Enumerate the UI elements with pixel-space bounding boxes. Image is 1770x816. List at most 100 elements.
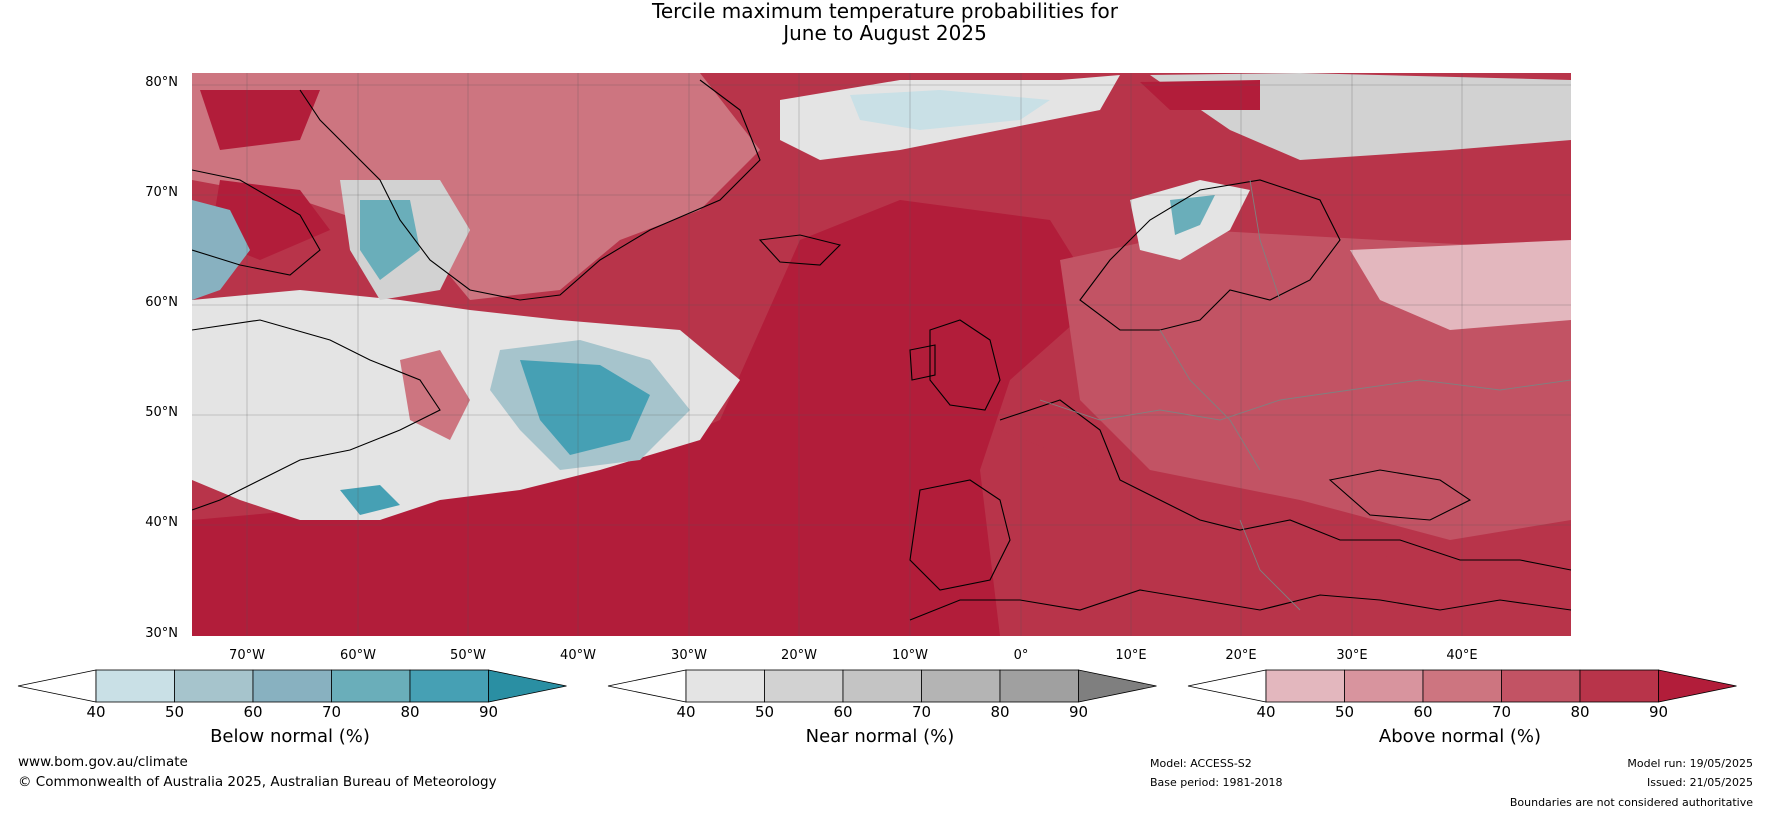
legend-title-above: Above normal (%) [1378, 726, 1542, 747]
lat-label-30n: 30°N [145, 626, 178, 641]
field-below-svalbard [850, 90, 1050, 130]
colorbar-below-segment [331, 669, 411, 703]
border-central-europe [1039, 379, 1571, 421]
coast-iceland [758, 234, 842, 266]
lon-label-40w: 40°W [560, 648, 596, 663]
border-east-europe [1159, 329, 1261, 471]
legend-title-below: Below normal (%) [210, 726, 370, 747]
lon-label-30e: 30°E [1336, 648, 1368, 663]
colorbar-near-segment [842, 669, 922, 703]
colorbar-near-min-arrow [607, 669, 687, 703]
colorbar-near-segment [764, 669, 844, 703]
footer-disclaimer: Boundaries are not considered authoritat… [1509, 796, 1753, 809]
coast-iberia [909, 479, 1011, 591]
field-core-atlantic [192, 200, 1100, 636]
lat-label-50n: 50°N [145, 405, 178, 420]
lon-label-50w: 50°W [450, 648, 486, 663]
field-mediterranean [1000, 430, 1571, 636]
colorbar-below-max-arrow [488, 669, 567, 703]
colorbar-above-tick-label: 40 [1256, 703, 1276, 721]
border-balkans [1239, 519, 1301, 611]
field-below-hudson [192, 200, 250, 300]
coast-scandinavia [1079, 179, 1341, 331]
colorbar-near-segment [921, 669, 1001, 703]
colorbar-above-segment [1422, 669, 1502, 703]
field-below-baffin [360, 200, 420, 280]
colorbar-near [607, 669, 1157, 703]
lon-label-0: 0° [1013, 648, 1029, 663]
colorbar-above-segment [1265, 669, 1345, 703]
colorbar-below-min-arrow [17, 669, 97, 703]
colorbar-above-tick-label: 80 [1570, 703, 1590, 721]
lon-label-10w: 10°W [892, 648, 928, 663]
lon-label-70w: 70°W [229, 648, 265, 663]
coastlines [192, 79, 1571, 621]
coast-north-africa [909, 589, 1571, 621]
field-below-nova-scotia [340, 485, 400, 515]
lon-label-20w: 20°W [781, 648, 817, 663]
coast-baffin [192, 169, 321, 276]
colorbar-above-tick-label: 90 [1648, 703, 1669, 721]
lon-label-40e: 40°E [1446, 648, 1478, 663]
lat-label-80n: 80°N [145, 75, 178, 90]
lon-label-10e: 10°E [1115, 648, 1147, 663]
colorbar-below-tick-label: 80 [400, 703, 420, 721]
colorbar-near-tick-label: 40 [676, 703, 696, 721]
field-svalbard [1140, 80, 1260, 110]
footer-copyright: © Commonwealth of Australia 2025, Austra… [18, 774, 497, 790]
colorbar-above-tick-label: 60 [1413, 703, 1433, 721]
field-below-scandinavia [1170, 195, 1215, 235]
field-below-atlantic-core [520, 360, 650, 455]
coast-black-sea [1328, 469, 1472, 521]
colorbar-near-tick-label: 50 [754, 703, 775, 721]
footer-website: www.bom.gov.au/climate [18, 754, 188, 770]
colorbar-near-tick-label: 80 [990, 703, 1010, 721]
colorbar-below-segment [409, 669, 489, 703]
lon-label-60w: 60°W [340, 648, 376, 663]
colorbar-below-tick-label: 40 [86, 703, 106, 721]
lat-label-70n: 70°N [145, 185, 178, 200]
footer-issued: Issued: 21/05/2025 [1646, 776, 1753, 789]
colorbar-above [1187, 669, 1737, 703]
coast-britain [929, 319, 1001, 411]
colorbar-below-tick-label: 90 [478, 703, 499, 721]
colorbar-above-tick-label: 70 [1491, 703, 1512, 721]
colorbar-below-tick-label: 60 [243, 703, 263, 721]
colorbar-above-segment [1579, 669, 1659, 703]
colorbar-above-max-arrow [1658, 669, 1737, 703]
lon-label-30w: 30°W [671, 648, 707, 663]
lon-label-20e: 20°E [1225, 648, 1257, 663]
colorbar-above-tick-label: 50 [1334, 703, 1355, 721]
country-borders [1039, 179, 1571, 611]
colorbar-above-segment [1344, 669, 1424, 703]
colorbar-near-segment [685, 669, 765, 703]
coast-greenland [299, 79, 761, 301]
colorbar-below-tick-label: 70 [321, 703, 342, 721]
colorbar-near-tick-label: 60 [833, 703, 853, 721]
colorbar-above-segment [1501, 669, 1581, 703]
field-newfoundland [400, 350, 470, 440]
footer-model-run: Model run: 19/05/2025 [1627, 757, 1753, 770]
field-greenland [192, 73, 760, 300]
colorbar-near-tick-label: 90 [1068, 703, 1089, 721]
coast-labrador [192, 319, 441, 511]
colorbar-below-segment [174, 669, 254, 703]
footer-base-period: Base period: 1981-2018 [1150, 776, 1283, 789]
title-line-1: Tercile maximum temperature probabilitie… [652, 0, 1118, 23]
colorbar-below-tick-label: 50 [164, 703, 185, 721]
colorbar-above-min-arrow [1187, 669, 1267, 703]
coast-mediterranean-north [999, 399, 1571, 571]
probability-field [192, 73, 1571, 636]
border-finland [1249, 179, 1281, 301]
field-russia-pink [1350, 240, 1571, 330]
colorbar-below-segment [252, 669, 332, 703]
colorbar-below-segment [95, 669, 175, 703]
colorbar-near-max-arrow [1078, 669, 1157, 703]
colorbar-near-tick-label: 70 [911, 703, 932, 721]
title-line-2: June to August 2025 [783, 21, 987, 45]
legend-title-near: Near normal (%) [805, 726, 955, 747]
colorbar-below [17, 669, 567, 703]
lat-label-60n: 60°N [145, 295, 178, 310]
